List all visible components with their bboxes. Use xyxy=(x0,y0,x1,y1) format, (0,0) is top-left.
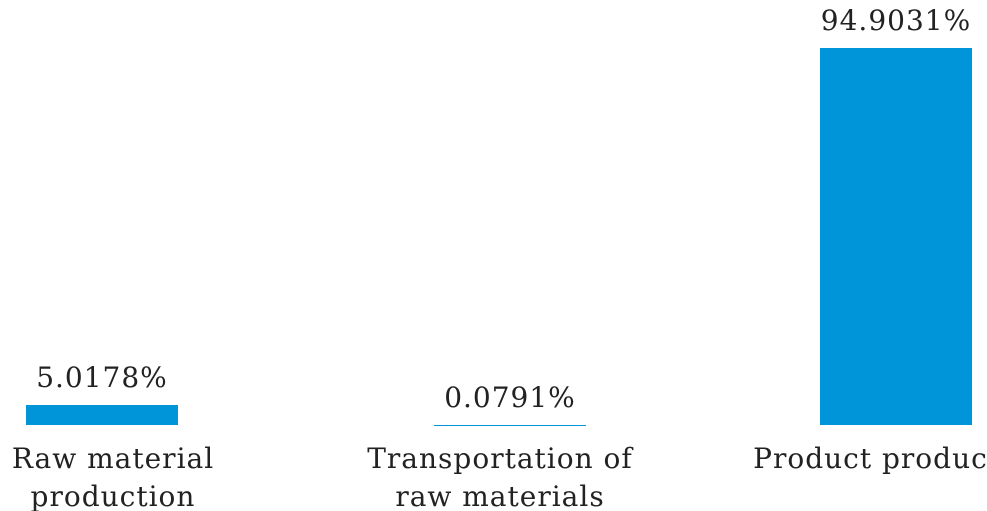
bar xyxy=(26,405,178,425)
category-label: Product production xyxy=(750,440,987,478)
chart: 5.0178% Raw material production 0.0791% Tra… xyxy=(0,0,987,511)
value-label: 0.0791% xyxy=(400,381,620,414)
value-label: 5.0178% xyxy=(0,361,212,394)
category-label: Transportation of raw materials xyxy=(350,440,650,511)
value-label: 94.9031% xyxy=(786,4,987,37)
category-label: Raw material production xyxy=(0,440,263,511)
bar xyxy=(820,48,972,425)
